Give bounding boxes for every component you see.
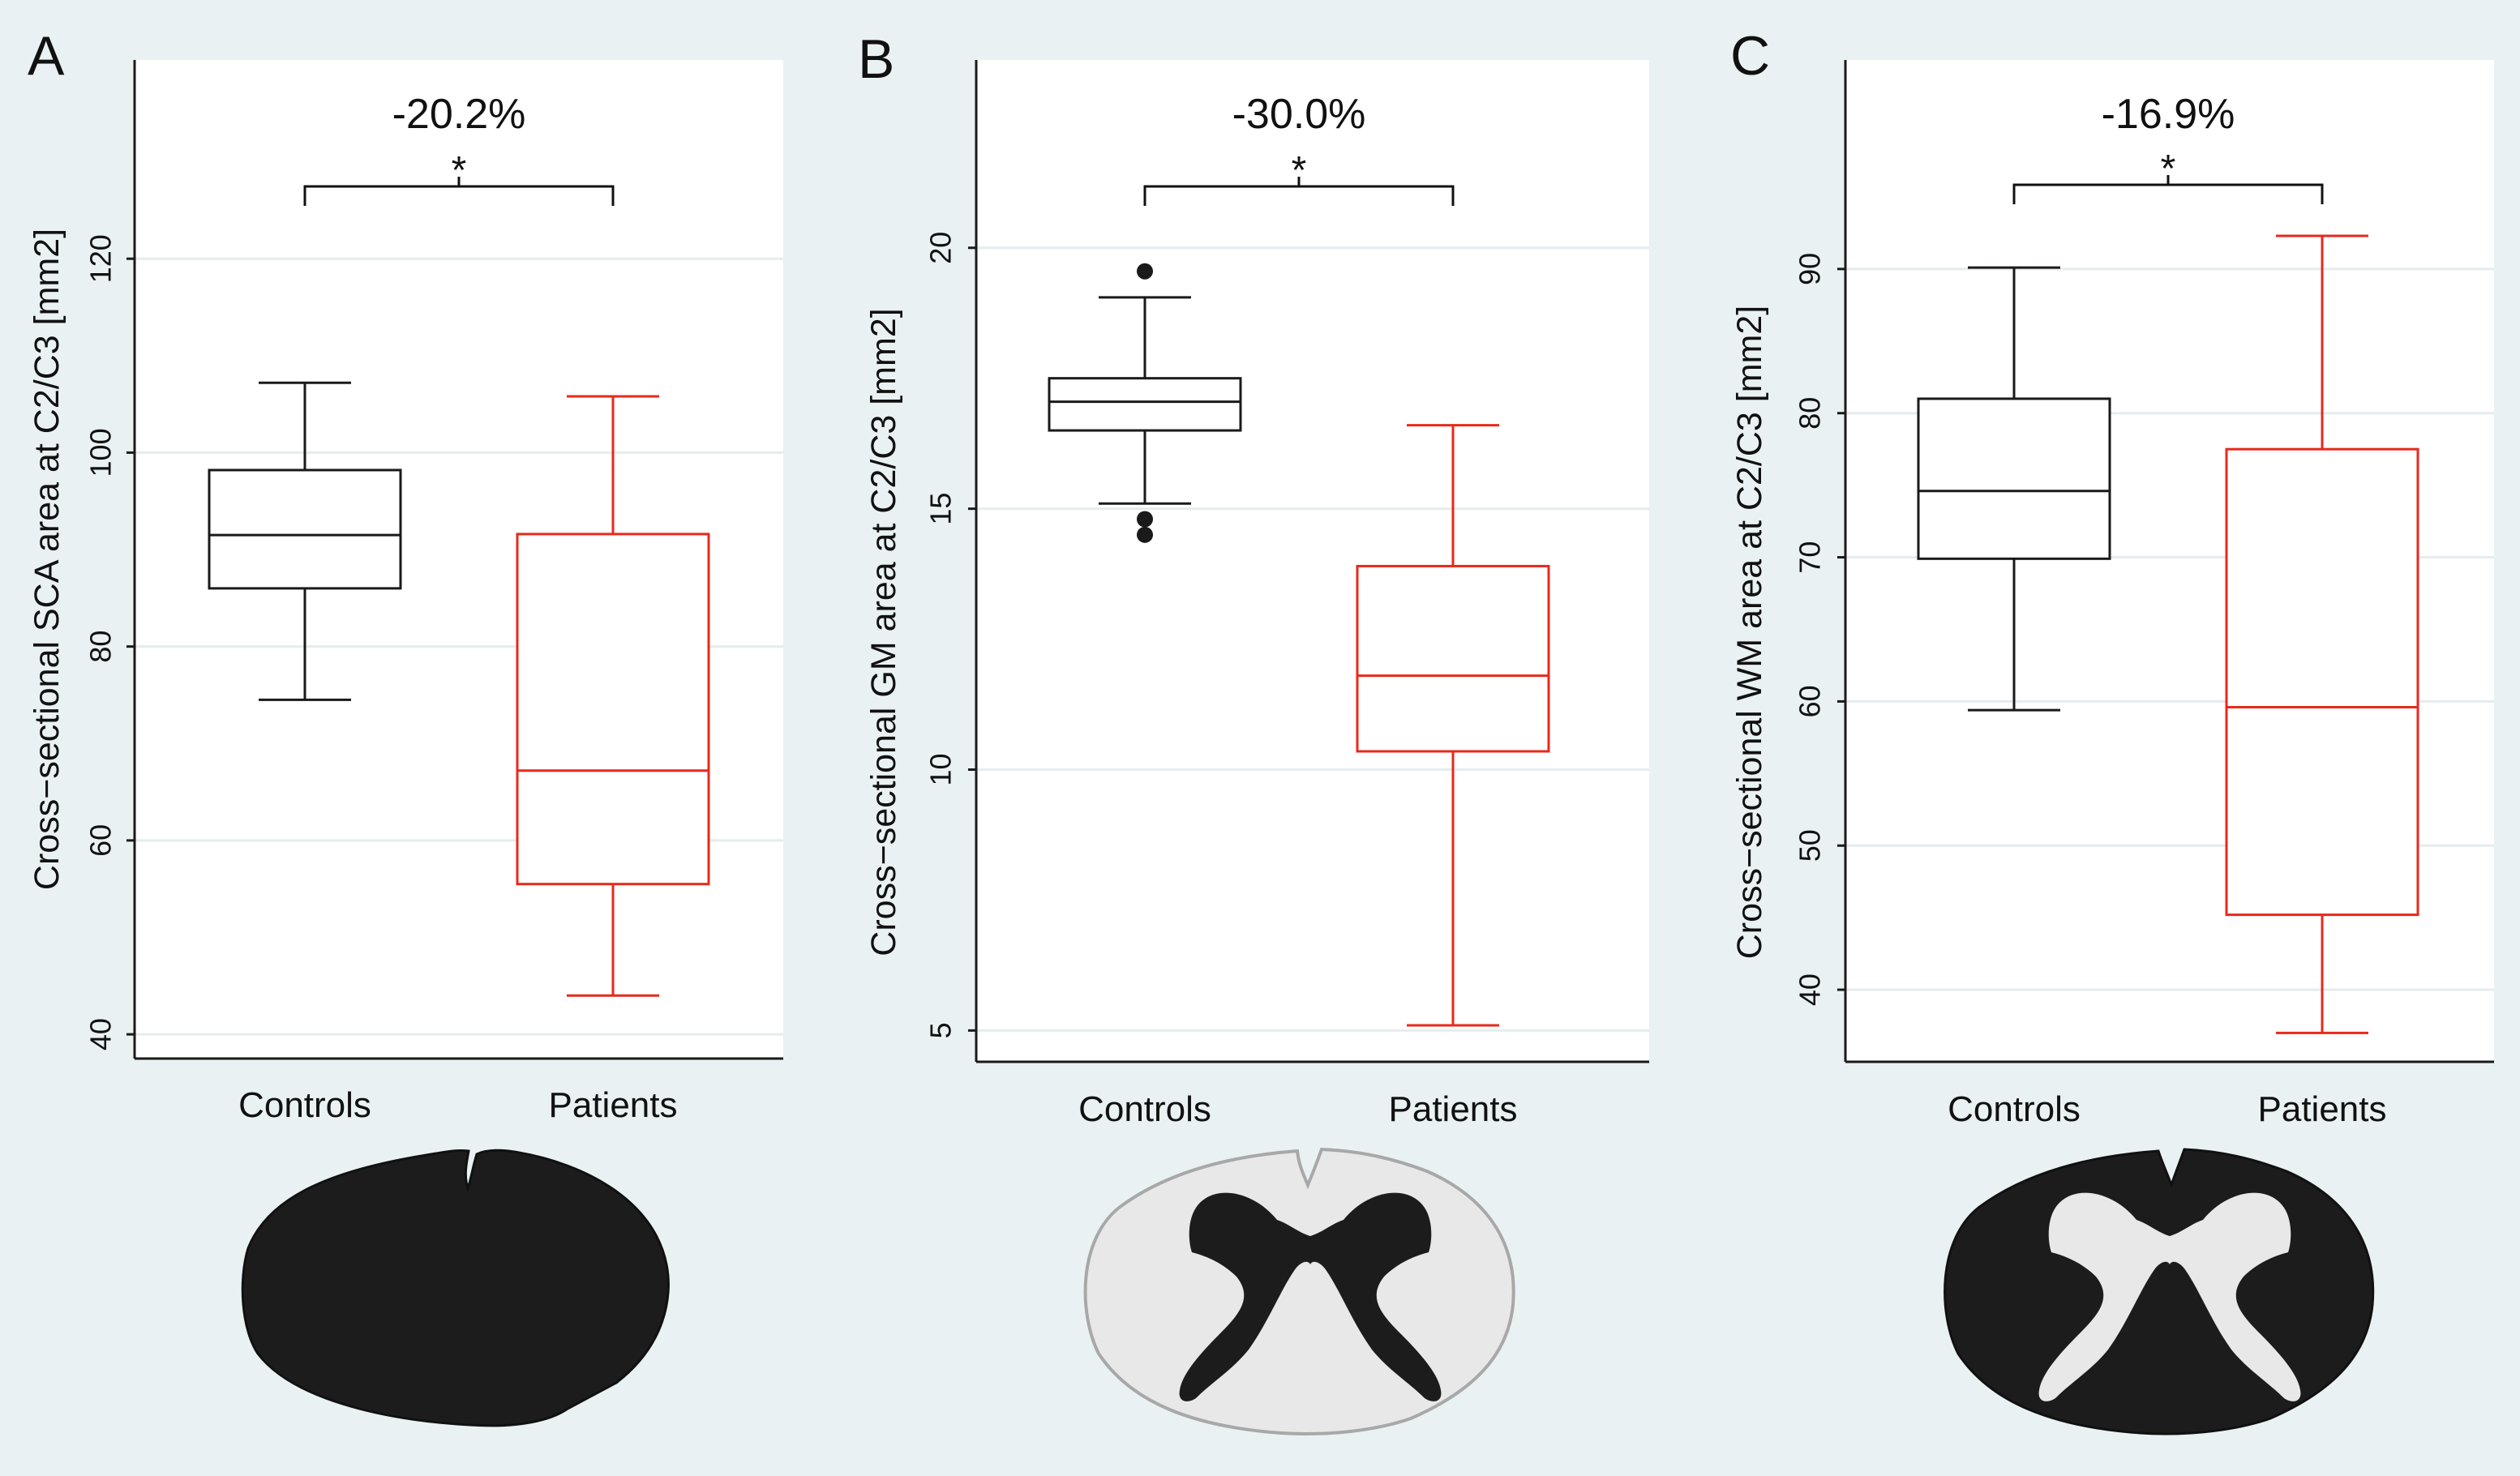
controls-outlier — [1137, 511, 1153, 528]
controls-outlier — [1137, 526, 1153, 543]
panel-a: A 40 60 80 100 120 Controls Patients * -20.2% Cr… — [28, 25, 783, 1125]
x-category-label-controls: Controls — [1948, 1089, 2081, 1129]
controls-box — [208, 468, 402, 590]
y-axis-label-a: Cross−sectional SCA area at C2/C3 [mm2] — [28, 229, 66, 890]
x-category-label-patients: Patients — [549, 1085, 678, 1125]
patients-box — [2225, 447, 2419, 917]
patients-box — [516, 533, 710, 886]
patients-box — [1356, 564, 1550, 753]
panel-label-c: C — [1730, 25, 1770, 87]
panel-b: B 5 10 15 20 Controls Patients * -30.0% Cross−s… — [858, 28, 1649, 1129]
cord-outline-b — [1083, 1147, 1515, 1436]
y-tick-label: 90 — [1794, 253, 1827, 285]
chart-a: 40 60 80 100 120 Controls Patients * -20.2% — [84, 60, 783, 1125]
percent-change-label: -20.2% — [392, 91, 526, 138]
significance-bracket — [1143, 177, 1455, 206]
cord-outline-a — [241, 1149, 670, 1427]
panel-c: C 40 50 60 70 80 90 Controls Patients * -16.9% Cr… — [1730, 25, 2494, 1129]
grey-matter-c — [2038, 1192, 2301, 1401]
significance-star: * — [452, 149, 467, 192]
y-tick-label: 80 — [84, 631, 118, 663]
y-axis-label-b: Cross−sectional GM area at C2/C3 [mm2] — [864, 308, 903, 956]
y-tick-label: 15 — [924, 493, 958, 525]
y-tick-label: 5 — [924, 1022, 958, 1038]
x-category-label-patients: Patients — [2258, 1089, 2387, 1129]
spinal-cord-white-matter-illustration — [1944, 1148, 2375, 1435]
panel-label-a: A — [28, 25, 65, 87]
spinal-cord-total-area-illustration — [241, 1149, 670, 1427]
y-tick-label: 40 — [84, 1018, 118, 1050]
y-tick-label: 50 — [1794, 829, 1827, 862]
chart-b: 5 10 15 20 Controls Patients * -30.0% — [924, 60, 1649, 1129]
y-axis-label-c: Cross−sectional WM area at C2/C3 [mm2] — [1730, 306, 1769, 960]
controls-outlier — [1137, 263, 1153, 280]
significance-bracket — [303, 177, 615, 206]
y-tick-label: 40 — [1794, 973, 1827, 1006]
y-tick-label: 120 — [84, 234, 118, 283]
x-category-label-controls: Controls — [238, 1085, 371, 1125]
significance-star: * — [1292, 149, 1307, 192]
x-category-label-patients: Patients — [1389, 1089, 1518, 1129]
y-tick-label: 10 — [924, 753, 958, 785]
plot-area-b — [976, 60, 1649, 1062]
grey-matter-b — [1179, 1192, 1442, 1401]
percent-change-label: -16.9% — [2102, 91, 2235, 138]
y-tick-label: 60 — [84, 824, 118, 857]
y-tick-label: 60 — [1794, 685, 1827, 717]
significance-star: * — [2161, 148, 2176, 190]
y-tick-label: 70 — [1794, 541, 1827, 574]
y-tick-label: 20 — [924, 232, 958, 264]
chart-c: 40 50 60 70 80 90 Controls Patients * -16.9% — [1794, 60, 2494, 1129]
x-category-label-controls: Controls — [1078, 1089, 1211, 1129]
panel-label-b: B — [858, 28, 894, 90]
percent-change-label: -30.0% — [1232, 91, 1366, 138]
spinal-cord-grey-matter-illustration — [1083, 1147, 1515, 1436]
controls-box — [1048, 377, 1242, 432]
significance-bracket — [2012, 175, 2324, 204]
cord-outline-c — [1944, 1148, 2375, 1435]
y-tick-label: 100 — [84, 428, 118, 477]
controls-box — [1917, 397, 2111, 560]
y-tick-label: 80 — [1794, 397, 1827, 430]
